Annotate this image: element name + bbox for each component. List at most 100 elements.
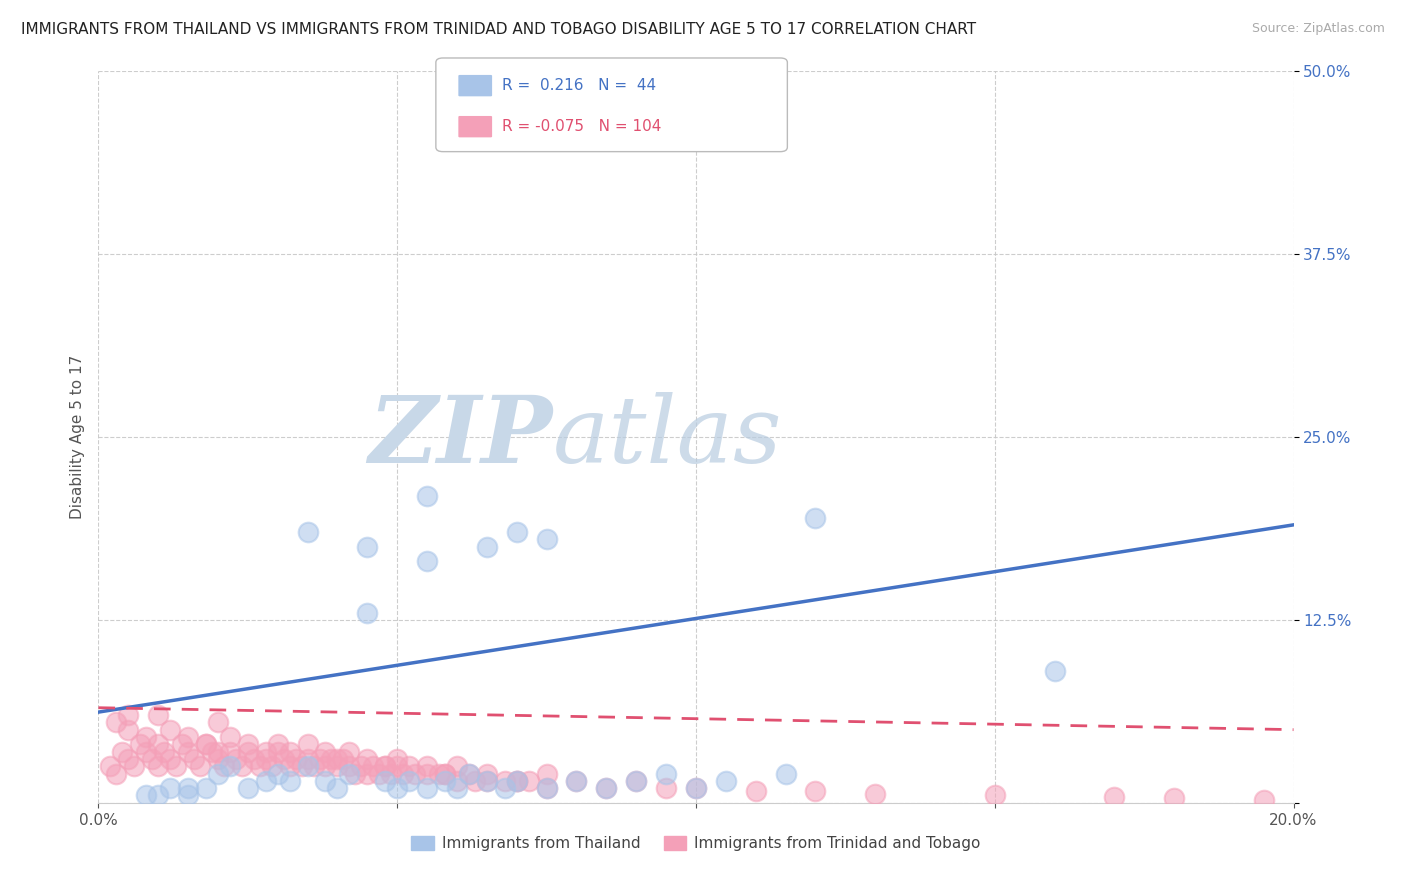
Legend: Immigrants from Thailand, Immigrants from Trinidad and Tobago: Immigrants from Thailand, Immigrants fro…: [405, 830, 987, 857]
Point: [236, 745, 259, 759]
Point: [339, 766, 361, 780]
Point: [565, 773, 588, 788]
Point: [267, 737, 290, 751]
Point: [506, 773, 529, 788]
Point: [117, 752, 139, 766]
Point: [291, 759, 314, 773]
Point: [165, 759, 187, 773]
Point: [685, 781, 707, 796]
Point: [284, 752, 307, 766]
Point: [297, 759, 319, 773]
Point: [278, 759, 301, 773]
Point: [392, 766, 415, 780]
Point: [207, 745, 229, 759]
Point: [416, 554, 439, 568]
Text: IMMIGRANTS FROM THAILAND VS IMMIGRANTS FROM TRINIDAD AND TOBAGO DISABILITY AGE 5: IMMIGRANTS FROM THAILAND VS IMMIGRANTS F…: [21, 22, 976, 37]
Point: [129, 737, 152, 751]
Point: [273, 752, 295, 766]
Point: [374, 773, 396, 788]
Point: [344, 766, 367, 780]
Point: [153, 745, 176, 759]
Y-axis label: Disability Age 5 to 17: Disability Age 5 to 17: [69, 355, 84, 519]
Point: [464, 773, 486, 788]
Point: [117, 708, 139, 723]
Point: [374, 759, 396, 773]
Point: [297, 525, 319, 540]
Point: [332, 752, 354, 766]
Point: [1253, 793, 1275, 807]
Point: [302, 759, 325, 773]
Point: [148, 737, 170, 751]
Point: [135, 789, 157, 803]
Point: [297, 737, 319, 751]
Point: [267, 766, 290, 780]
Point: [506, 773, 529, 788]
Point: [385, 781, 409, 796]
Point: [565, 773, 588, 788]
Point: [188, 759, 211, 773]
Point: [475, 540, 498, 554]
Point: [219, 759, 242, 773]
Point: [626, 773, 648, 788]
Point: [434, 766, 457, 780]
Point: [458, 766, 481, 780]
Point: [416, 759, 439, 773]
Point: [434, 766, 457, 780]
Point: [416, 781, 439, 796]
Point: [236, 737, 259, 751]
Point: [308, 752, 330, 766]
Point: [385, 759, 409, 773]
Point: [446, 781, 468, 796]
Point: [356, 766, 378, 780]
Point: [385, 752, 409, 766]
Point: [315, 759, 337, 773]
Point: [1104, 789, 1126, 804]
Point: [595, 781, 617, 796]
Point: [183, 752, 205, 766]
Point: [404, 766, 426, 780]
Point: [775, 766, 797, 780]
Point: [745, 784, 768, 798]
Text: R = -0.075   N = 104: R = -0.075 N = 104: [502, 120, 661, 134]
Point: [494, 781, 516, 796]
Point: [446, 759, 468, 773]
Point: [475, 773, 498, 788]
Point: [159, 781, 181, 796]
Point: [356, 752, 378, 766]
Text: ZIP: ZIP: [368, 392, 553, 482]
Point: [326, 781, 349, 796]
Point: [536, 781, 558, 796]
Point: [374, 759, 396, 773]
Point: [98, 759, 122, 773]
Point: [195, 781, 218, 796]
Point: [254, 745, 277, 759]
Point: [398, 759, 420, 773]
Point: [201, 745, 224, 759]
Point: [195, 737, 218, 751]
Point: [356, 606, 378, 620]
Point: [446, 773, 468, 788]
Point: [363, 759, 385, 773]
Point: [458, 766, 481, 780]
Point: [207, 752, 229, 766]
Point: [177, 745, 200, 759]
Point: [225, 752, 247, 766]
Point: [148, 708, 170, 723]
Point: [105, 715, 128, 730]
Point: [434, 773, 457, 788]
Point: [267, 745, 290, 759]
Point: [177, 730, 200, 744]
Point: [177, 781, 200, 796]
Point: [321, 752, 343, 766]
Point: [326, 752, 349, 766]
Point: [135, 730, 157, 744]
Point: [427, 766, 450, 780]
Point: [398, 773, 420, 788]
Point: [231, 759, 253, 773]
Point: [475, 773, 498, 788]
Point: [536, 533, 558, 547]
Point: [243, 752, 266, 766]
Point: [219, 745, 242, 759]
Point: [380, 766, 402, 780]
Point: [506, 525, 529, 540]
